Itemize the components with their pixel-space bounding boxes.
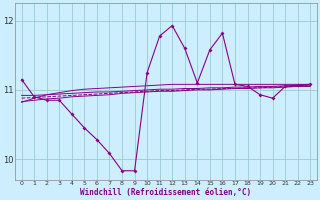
X-axis label: Windchill (Refroidissement éolien,°C): Windchill (Refroidissement éolien,°C) [80,188,252,197]
